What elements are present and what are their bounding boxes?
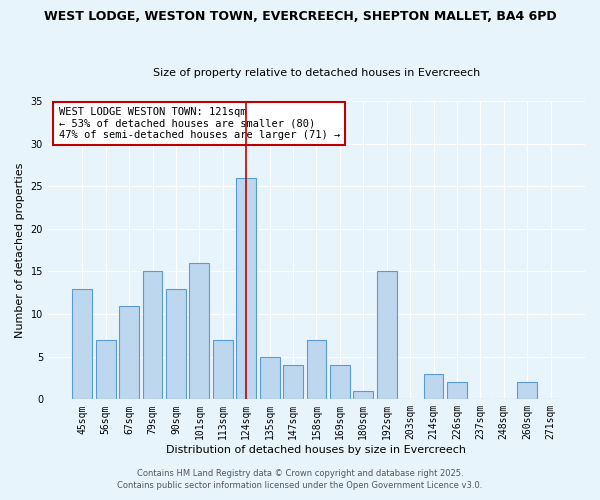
Text: WEST LODGE, WESTON TOWN, EVERCREECH, SHEPTON MALLET, BA4 6PD: WEST LODGE, WESTON TOWN, EVERCREECH, SHE… [44, 10, 556, 23]
X-axis label: Distribution of detached houses by size in Evercreech: Distribution of detached houses by size … [166, 445, 466, 455]
Bar [96, 340, 116, 400]
Bar [119, 306, 139, 400]
Text: Contains HM Land Registry data © Crown copyright and database right 2025.
Contai: Contains HM Land Registry data © Crown c… [118, 468, 482, 490]
Bar [260, 356, 280, 400]
Bar [330, 365, 350, 400]
Title: Size of property relative to detached houses in Evercreech: Size of property relative to detached ho… [153, 68, 480, 78]
Bar [447, 382, 467, 400]
Bar [517, 382, 537, 400]
Bar [143, 272, 163, 400]
Bar [166, 288, 186, 400]
Y-axis label: Number of detached properties: Number of detached properties [15, 162, 25, 338]
Bar [190, 263, 209, 400]
Bar [73, 288, 92, 400]
Bar [307, 340, 326, 400]
Bar [424, 374, 443, 400]
Bar [236, 178, 256, 400]
Bar [213, 340, 233, 400]
Bar [353, 391, 373, 400]
Bar [283, 365, 303, 400]
Text: WEST LODGE WESTON TOWN: 121sqm
← 53% of detached houses are smaller (80)
47% of : WEST LODGE WESTON TOWN: 121sqm ← 53% of … [59, 107, 340, 140]
Bar [377, 272, 397, 400]
